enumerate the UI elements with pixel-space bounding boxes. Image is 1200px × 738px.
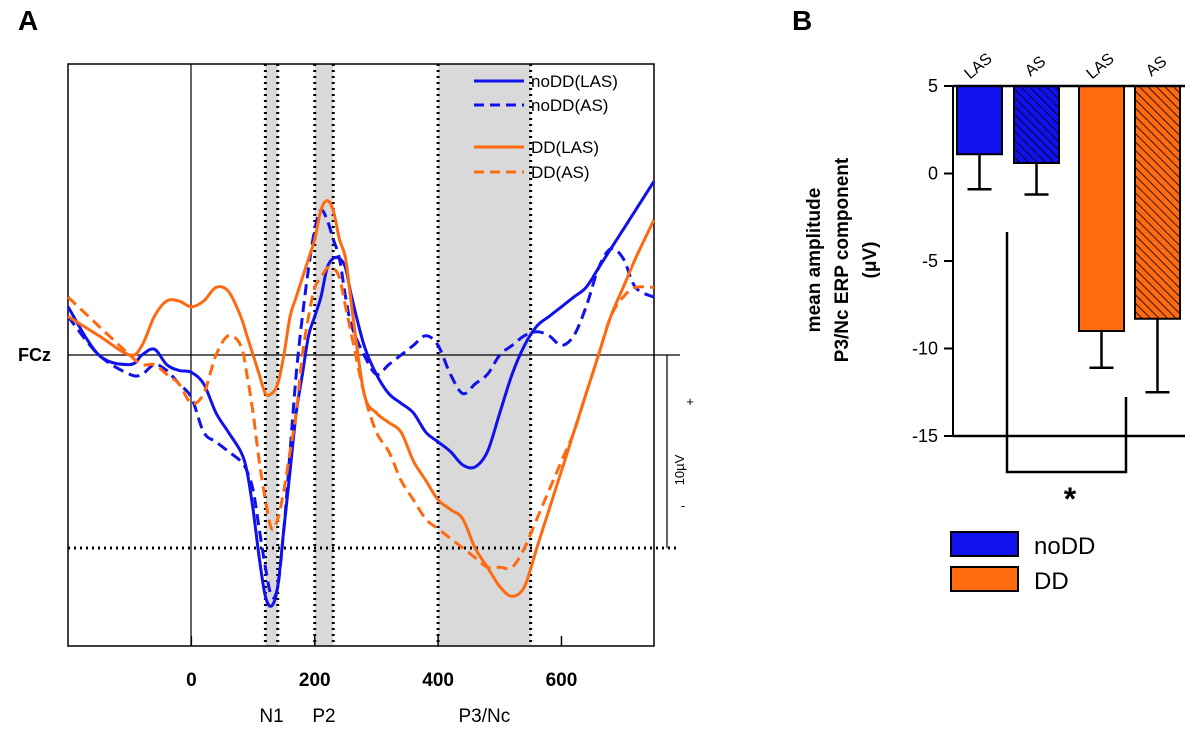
category-label-0: LAS [962, 50, 996, 82]
y-tick-label-4: -15 [912, 426, 938, 446]
bar-nodd-as [1013, 85, 1060, 164]
scale-bar-label: 10µV [672, 454, 687, 485]
category-label-3: AS [1143, 53, 1170, 80]
component-label-1: P2 [312, 706, 335, 727]
group-legend: noDD DD [950, 531, 1095, 595]
x-tick-label-2: 400 [422, 670, 454, 691]
series-nodd-as [66, 208, 655, 600]
legend-label-dd-as: DD(AS) [531, 163, 590, 182]
component-label-2: P3/Nc [458, 706, 510, 727]
legend-label-nodd-as: noDD(AS) [531, 96, 608, 115]
legend-swatch-nodd [950, 531, 1019, 557]
legend-label-nodd-las: noDD(LAS) [531, 72, 618, 91]
category-label-1: AS [1022, 53, 1049, 80]
erp-legend: noDD(LAS) noDD(AS) DD(LAS) DD(AS) [474, 72, 618, 182]
category-label-2: LAS [1084, 50, 1118, 82]
significance-star: * [1064, 481, 1077, 517]
legend-swatch-dd [950, 566, 1019, 592]
bar-dd-las [1078, 85, 1125, 332]
y-axis-label-line3: (μV) [860, 242, 881, 279]
scale-plus: + [686, 394, 694, 409]
legend-label-nodd: noDD [1034, 533, 1095, 560]
legend-label-dd: DD [1034, 568, 1069, 595]
legend-label-dd-las: DD(LAS) [531, 138, 599, 157]
significance-bracket [1005, 232, 1128, 474]
y-axis-label-line1: mean amplitude [804, 188, 825, 333]
y-tick-label-3: -10 [912, 339, 938, 359]
series-dd-as [66, 265, 655, 571]
series-dd-las [67, 199, 656, 598]
y-tick-label-1: 0 [928, 164, 938, 184]
scale-minus: - [681, 498, 685, 513]
series-nodd-las [66, 180, 656, 608]
x-tick-label-3: 600 [546, 670, 578, 691]
y-tick-label-0: 5 [928, 76, 938, 96]
y-tick-label-2: -5 [922, 251, 938, 271]
x-tick-label-1: 200 [299, 670, 331, 691]
panel-b-letter: B [792, 5, 812, 36]
erp-chart: 0 200 400 600 N1 P2 P3/Nc FCz + 10µV - noDD(L… [18, 63, 694, 727]
y-axis-label-line2: P3/Nc ERP component [832, 157, 853, 362]
component-label-0: N1 [259, 706, 283, 727]
bar-chart: 5 0 -5 -10 -15 LAS AS LAS AS mean amplitude P3/… [804, 50, 1185, 595]
x-tick-label-0: 0 [186, 670, 197, 691]
channel-label: FCz [18, 345, 51, 365]
bar-nodd-las [956, 85, 1003, 156]
bar-dd-as [1134, 85, 1181, 320]
panel-a-letter: A [18, 5, 38, 36]
